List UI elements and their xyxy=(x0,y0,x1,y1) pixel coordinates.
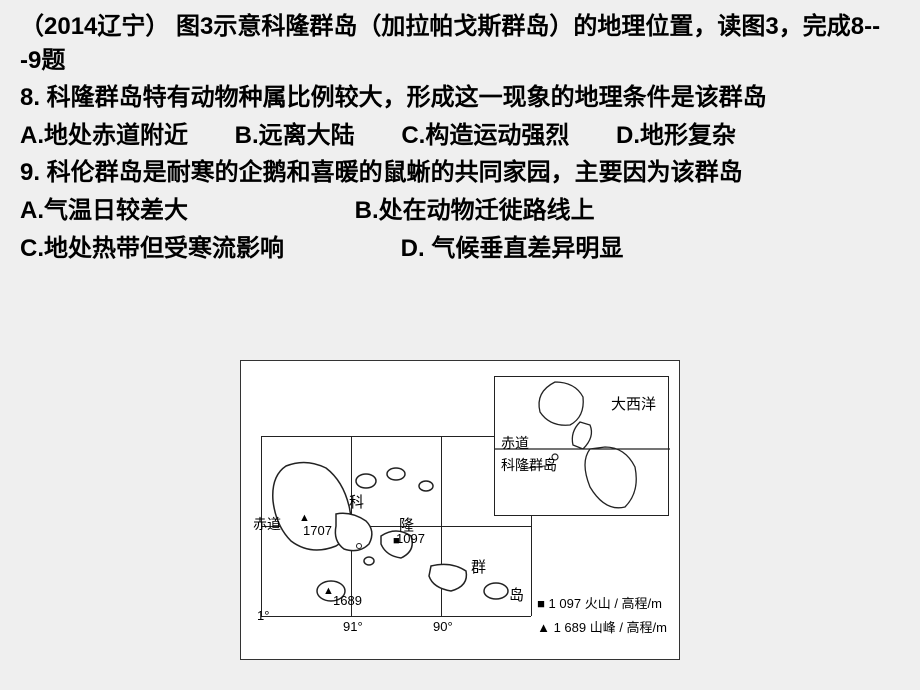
equator-inset-label: 赤道 xyxy=(501,433,529,453)
question-8-options: A.地处赤道附近 B.远离大陆 C.构造运动强烈 D.地形复杂 xyxy=(20,119,900,153)
lat-1-label: 1° xyxy=(257,608,269,623)
peak-1707-label: 1707 xyxy=(303,523,332,538)
char-qun: 群 xyxy=(471,556,486,577)
char-long: 隆 xyxy=(399,514,414,535)
equator-main-label: 赤道 xyxy=(253,514,281,534)
q8-option-c: C.构造运动强烈 xyxy=(401,119,569,153)
question-9-stem: 9. 科伦群岛是耐寒的企鹅和喜暖的鼠蜥的共同家园，主要因为该群岛 xyxy=(20,156,900,190)
legend-peak: ▲ 1 689 山峰 / 高程/m xyxy=(537,616,667,639)
lon-90-label: 90° xyxy=(433,619,453,634)
archipelago-inset-label: 科隆群岛 xyxy=(501,455,557,475)
q8-option-d: D.地形复杂 xyxy=(616,119,736,153)
char-ke: 科 xyxy=(349,491,364,512)
legend-volcano: ■ 1 097 火山 / 高程/m xyxy=(537,592,667,615)
q9-option-a: A.气温日较差大 xyxy=(20,194,188,228)
q9-option-b: B.处在动物迁徙路线上 xyxy=(355,194,595,228)
question-9-options-row2: C.地处热带但受寒流影响 D. 气候垂直差异明显 xyxy=(20,232,900,266)
question-9-options-row1: A.气温日较差大 B.处在动物迁徙路线上 xyxy=(20,194,900,228)
map-grid: ▲ ■ ▲ 1707 1097 1689 科 隆 群 岛 赤道 1° 91° 9… xyxy=(261,436,531,616)
q9-option-c: C.地处热带但受寒流影响 xyxy=(20,232,284,266)
q9-option-d: D. 气候垂直差异明显 xyxy=(401,232,624,266)
q8-option-b: B.远离大陆 xyxy=(235,119,355,153)
atlantic-label: 大西洋 xyxy=(611,393,656,414)
q8-option-a: A.地处赤道附近 xyxy=(20,119,188,153)
source-intro: （2014辽宁） 图3示意科隆群岛（加拉帕戈斯群岛）的地理位置，读图3，完成8-… xyxy=(20,10,900,77)
char-dao: 岛 xyxy=(509,584,524,605)
map-figure: ▲ ■ ▲ 1707 1097 1689 科 隆 群 岛 赤道 1° 91° 9… xyxy=(240,360,680,660)
inset-map: 大西洋 赤道 科隆群岛 xyxy=(494,376,669,516)
peak-1689-label: 1689 xyxy=(333,593,362,608)
question-8-stem: 8. 科隆群岛特有动物种属比例较大，形成这一现象的地理条件是该群岛 xyxy=(20,81,900,115)
map-legend: ■ 1 097 火山 / 高程/m ▲ 1 689 山峰 / 高程/m xyxy=(537,592,667,639)
lon-91-label: 91° xyxy=(343,619,363,634)
